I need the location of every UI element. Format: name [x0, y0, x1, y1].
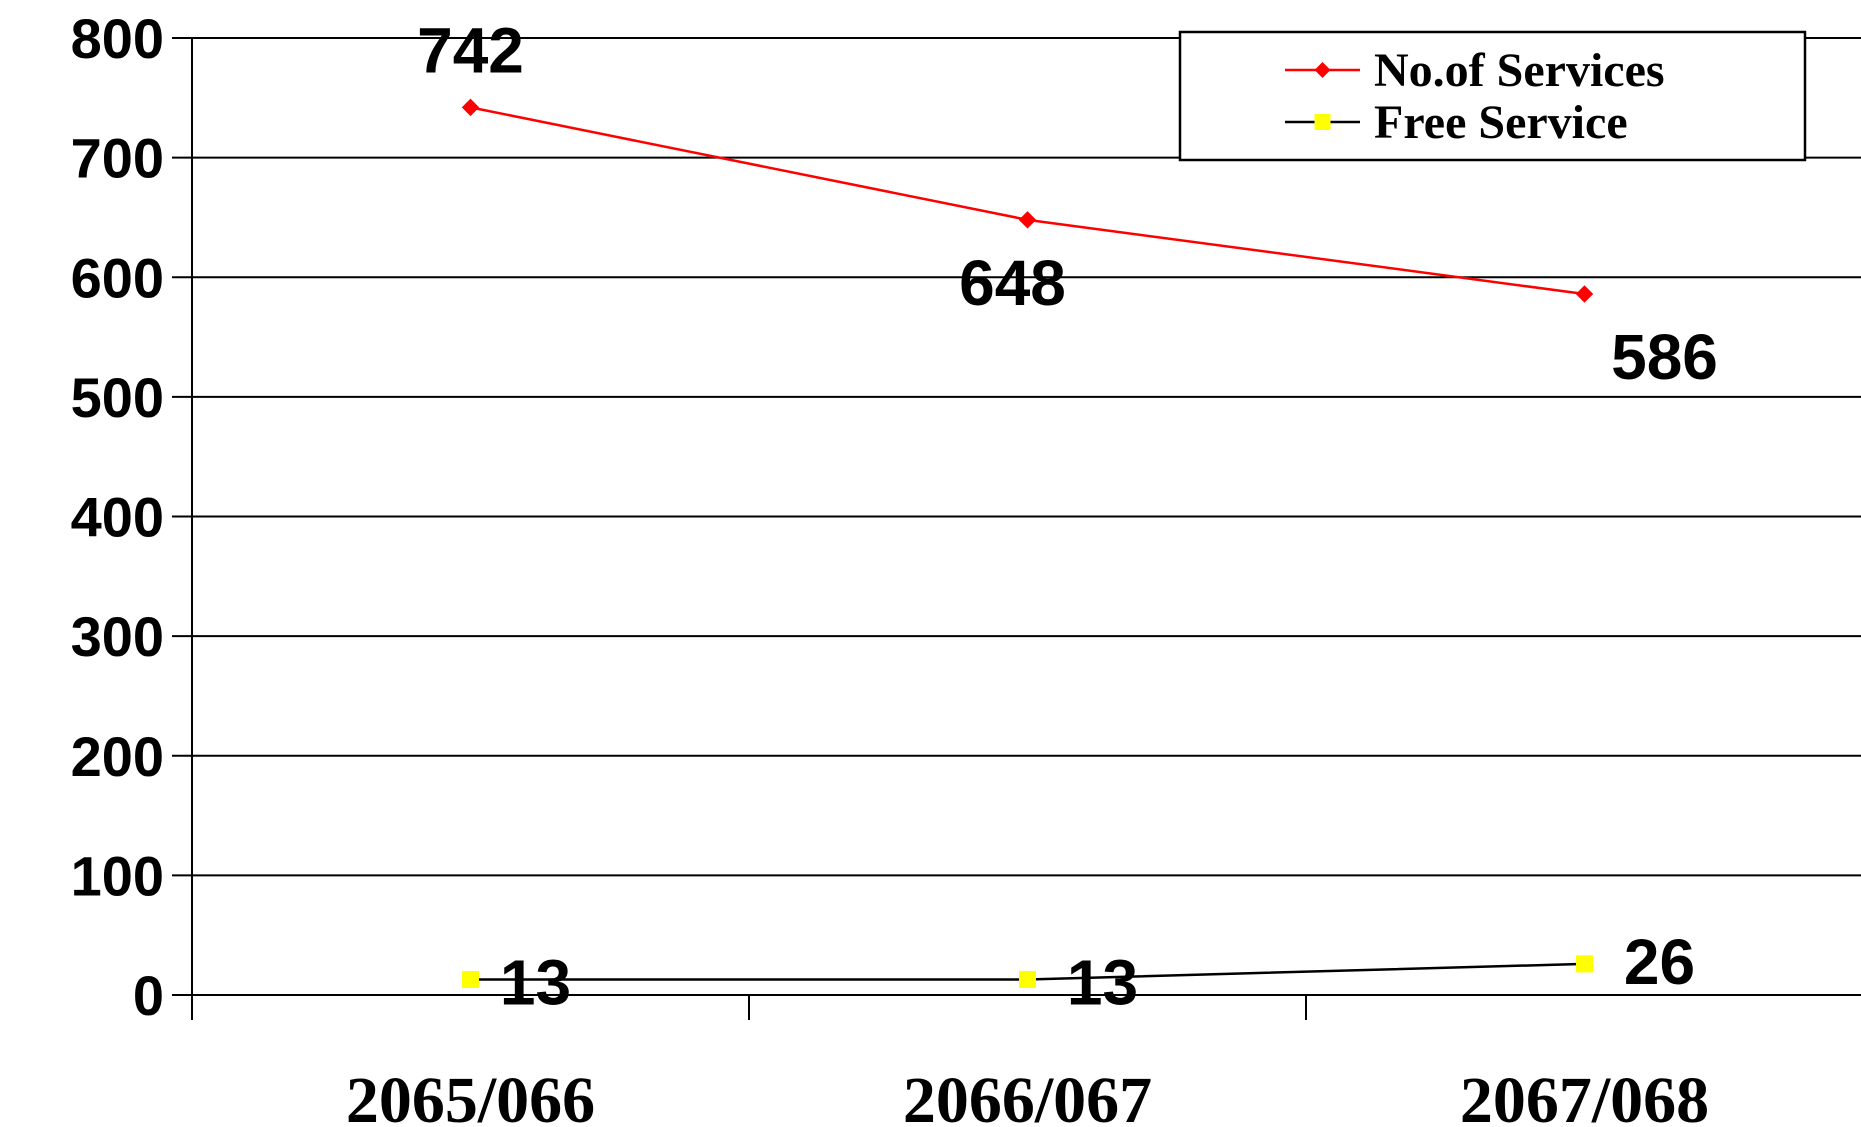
y-tick-label-200: 200 — [71, 725, 164, 788]
legend-label-1: Free Service — [1374, 96, 1628, 149]
data-point-0-2 — [1575, 285, 1594, 303]
y-tick-label-300: 300 — [71, 605, 164, 668]
data-point-1-1 — [1019, 970, 1036, 988]
series-layer — [461, 98, 1594, 988]
data-label-0-2: 586 — [1611, 321, 1718, 393]
data-label-1-1: 13 — [1067, 946, 1138, 1018]
data-label-0-1: 648 — [959, 247, 1066, 319]
y-tick-label-800: 800 — [71, 7, 164, 70]
data-point-1-0 — [462, 970, 479, 988]
y-tick-label-0: 0 — [133, 964, 164, 1027]
legend-marker-1 — [1314, 114, 1331, 130]
y-tick-label-700: 700 — [71, 127, 164, 190]
legend-label-0: No.of Services — [1374, 44, 1665, 97]
data-point-1-2 — [1576, 955, 1593, 973]
data-label-1-0: 13 — [500, 946, 571, 1018]
data-label-1-2: 26 — [1624, 926, 1695, 998]
y-tick-label-600: 600 — [71, 246, 164, 309]
y-tick-label-100: 100 — [71, 844, 164, 907]
x-tick-label-2065/066: 2065/066 — [346, 1064, 595, 1127]
y-tick-label-400: 400 — [71, 486, 164, 549]
legend-marker-0 — [1314, 62, 1331, 78]
x-tick-label-2066/067: 2066/067 — [903, 1064, 1152, 1127]
axes-layer — [172, 37, 1861, 1020]
data-point-0-1 — [1018, 211, 1037, 229]
data-point-0-0 — [461, 98, 480, 117]
labels-layer: 0 100 200 300 400 500 600 700 800 2065/066 2066/06… — [71, 7, 1718, 1127]
legend-box — [1178, 30, 1807, 162]
grid-layer — [192, 37, 1861, 877]
x-tick-label-2067/068: 2067/068 — [1460, 1064, 1709, 1127]
data-label-0-0: 742 — [417, 14, 524, 86]
y-tick-label-500: 500 — [71, 366, 164, 429]
